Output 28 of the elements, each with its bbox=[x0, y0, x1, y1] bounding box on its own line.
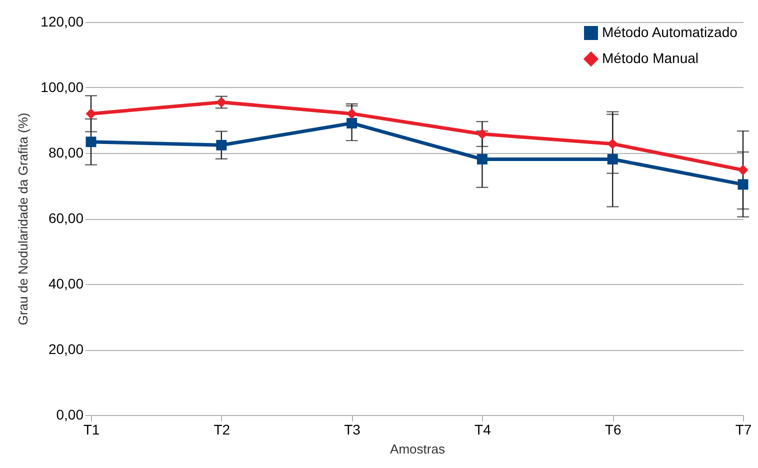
y-tick-label: 120,00 bbox=[40, 14, 84, 30]
point bbox=[738, 179, 748, 190]
point bbox=[346, 108, 358, 119]
legend-label: Método Manual bbox=[602, 50, 699, 66]
point bbox=[216, 140, 227, 150]
x-tick-label: T6 bbox=[604, 422, 622, 438]
y-tick-label: 80,00 bbox=[48, 144, 84, 160]
y-tick-label: 0,00 bbox=[56, 406, 84, 422]
point bbox=[476, 154, 488, 164]
x-axis-title: Amostras bbox=[390, 442, 446, 456]
y-tick-label: 40,00 bbox=[48, 276, 84, 292]
legend-label: Método Automatizado bbox=[602, 24, 738, 40]
y-axis-title: Grau de Nodularidade da Grafita (%) bbox=[16, 112, 31, 326]
point bbox=[476, 128, 488, 140]
x-tick-label: T4 bbox=[474, 422, 492, 438]
point bbox=[86, 108, 96, 119]
point bbox=[738, 164, 748, 176]
point bbox=[86, 136, 96, 148]
x-tick-label: T2 bbox=[214, 422, 230, 438]
y-tick-label: 60,00 bbox=[48, 210, 84, 226]
x-tick-label: T7 bbox=[735, 422, 752, 438]
point bbox=[607, 154, 618, 164]
x-tick-label: T1 bbox=[83, 422, 100, 438]
y-tick-label: 20,00 bbox=[48, 341, 84, 357]
y-tick-label: 100,00 bbox=[40, 79, 84, 95]
x-tick-label: T3 bbox=[344, 422, 361, 438]
point bbox=[346, 118, 358, 128]
point bbox=[607, 138, 618, 150]
